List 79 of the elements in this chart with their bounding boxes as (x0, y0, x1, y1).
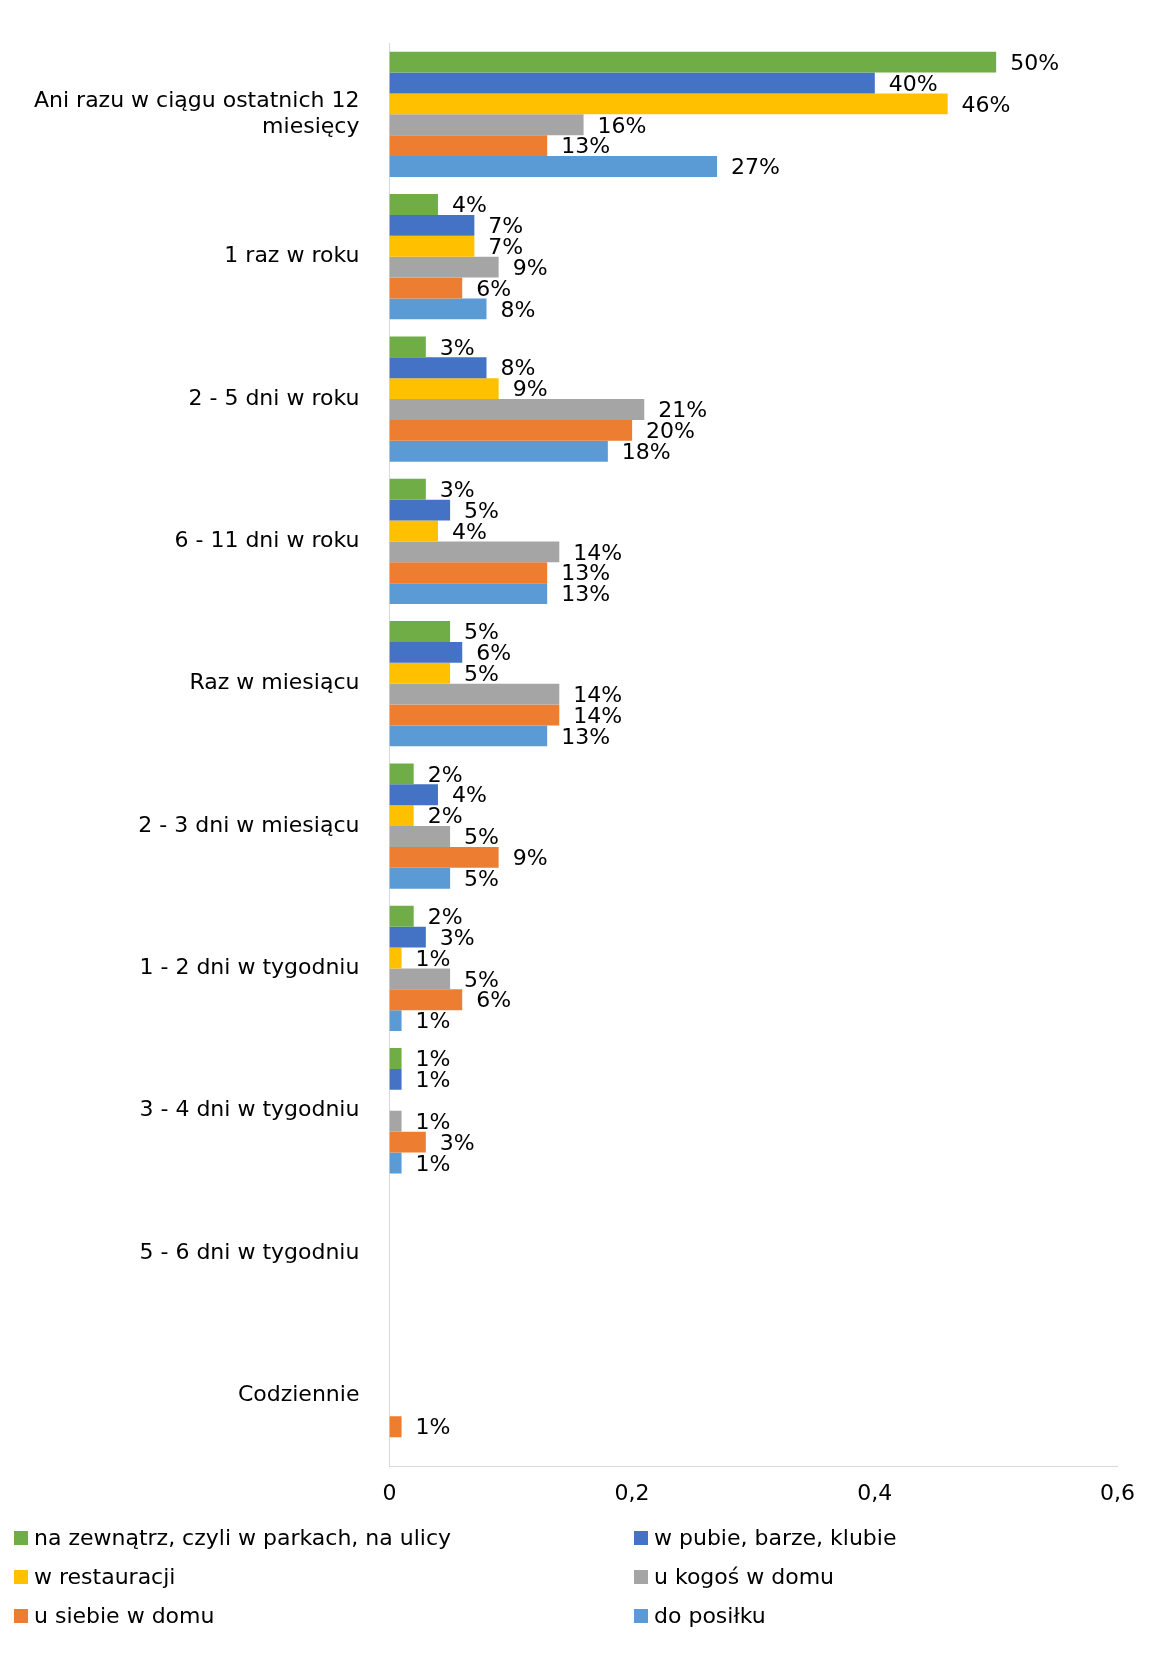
bar (389, 763, 414, 785)
bar (389, 419, 633, 441)
legend-label: u kogoś w domu (654, 1564, 835, 1589)
bar (389, 1048, 402, 1069)
bar (389, 478, 426, 500)
bar (389, 846, 499, 868)
x-tick-label: 0,2 (614, 1479, 650, 1505)
data-label: 4% (451, 192, 487, 218)
data-label: 1% (415, 1008, 451, 1034)
bar (389, 214, 475, 236)
bar (389, 1110, 402, 1132)
data-label: 1% (415, 1414, 451, 1440)
bar (389, 1416, 402, 1438)
bar (389, 905, 414, 927)
bar (389, 947, 402, 969)
bar (389, 989, 463, 1011)
legend-label: do posiłku (654, 1603, 766, 1628)
bar (389, 194, 438, 215)
bar (389, 805, 414, 827)
bar (389, 336, 426, 358)
data-label: 5% (464, 865, 499, 891)
data-label: 5% (464, 824, 499, 850)
bar (389, 826, 451, 847)
bar (389, 704, 560, 726)
bar (389, 867, 451, 889)
bar (389, 562, 548, 584)
y-tick-label: Codziennie (237, 1381, 360, 1407)
data-label: 50% (1010, 49, 1060, 75)
bar (389, 662, 451, 684)
bar (389, 399, 645, 420)
bar (389, 583, 548, 605)
bar (389, 641, 463, 663)
y-tick-label: 5 - 6 dni w tygodniu (139, 1238, 360, 1264)
x-tick-label: 0 (382, 1479, 397, 1505)
legend-label: na zewnątrz, czyli w parkach, na ulicy (34, 1525, 452, 1550)
bar (389, 51, 997, 73)
y-tick-label: 3 - 4 dni w tygodniu (139, 1096, 360, 1122)
y-tick-label: 2 - 5 dni w roku (188, 384, 360, 410)
legend-label: u siebie w domu (34, 1603, 215, 1628)
bar (389, 256, 499, 278)
data-label: 9% (512, 845, 548, 871)
bar (389, 114, 584, 136)
legend-label: w restauracji (34, 1564, 176, 1589)
bar (389, 1152, 402, 1174)
data-label: 40% (888, 70, 938, 96)
bar (389, 378, 499, 400)
y-tick-label: Raz w miesiącu (189, 669, 360, 695)
y-tick-label: 1 - 2 dni w tygodniu (139, 954, 360, 980)
bar (389, 621, 451, 642)
bar (389, 683, 560, 705)
bar (389, 1069, 402, 1090)
y-tick-label: 2 - 3 dni w miesiącu (138, 811, 360, 837)
bar (389, 1010, 402, 1032)
bar (389, 784, 438, 806)
y-tick-label: 1 raz w roku (224, 242, 360, 268)
x-tick-label: 0,6 (1100, 1479, 1136, 1505)
legend-label: w pubie, barze, klubie (654, 1525, 897, 1550)
x-tick-label: 0,4 (857, 1479, 893, 1505)
bar (389, 541, 560, 563)
bar (389, 499, 451, 521)
bar (389, 926, 426, 948)
bar (389, 298, 487, 320)
bar (389, 440, 608, 462)
bar (389, 135, 548, 157)
bar (389, 235, 475, 257)
y-tick-label: Ani razu w ciągu ostatnich 12 miesięcy (33, 86, 360, 139)
bar (389, 93, 948, 115)
bar (389, 357, 487, 379)
data-label: 3% (439, 334, 475, 360)
bar (389, 277, 463, 299)
data-label: 46% (961, 91, 1011, 117)
bar (389, 520, 438, 542)
data-label: 27% (731, 154, 780, 180)
bar (389, 156, 718, 177)
bar (389, 72, 875, 94)
bar (389, 968, 451, 990)
y-tick-label: 6 - 11 dni w roku (174, 527, 360, 553)
bar (389, 1131, 426, 1153)
bar (389, 725, 548, 747)
